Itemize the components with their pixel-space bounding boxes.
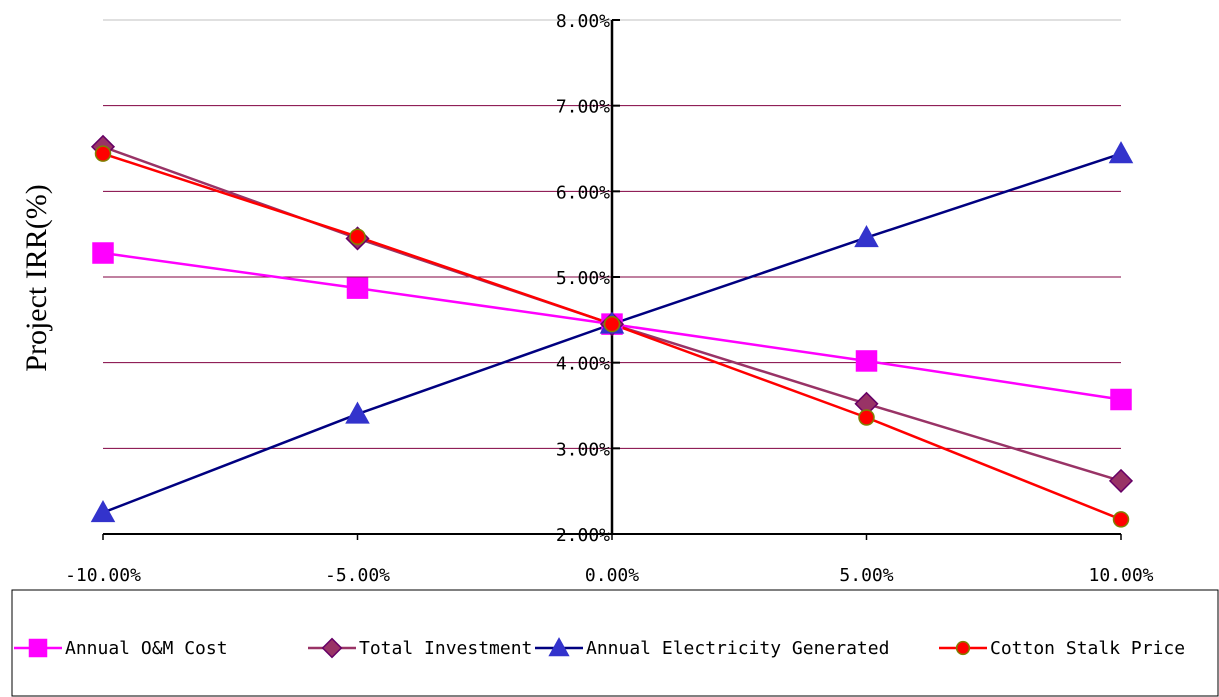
y-tick-label: 3.00% <box>556 439 610 460</box>
data-point <box>855 350 878 372</box>
x-tick-label: -10.00% <box>65 565 141 586</box>
data-point <box>92 242 114 264</box>
axes <box>102 19 1122 540</box>
x-tick-label: -5.00% <box>325 565 390 586</box>
legend: Annual O&M Cost Total Investment Annual El… <box>11 589 1219 697</box>
y-tick-label: 7.00% <box>556 97 610 118</box>
legend-marker <box>28 638 48 658</box>
data-point <box>1110 388 1132 411</box>
data-point <box>858 409 875 426</box>
x-tick-label: 5.00% <box>839 565 893 586</box>
y-tick-label: 8.00% <box>556 11 610 32</box>
data-point <box>603 315 621 333</box>
data-point <box>854 225 879 248</box>
y-tick-label: 6.00% <box>556 182 610 203</box>
y-tick-label: 2.00% <box>556 525 610 546</box>
y-tick-label: 4.00% <box>556 354 610 375</box>
x-tick-label: 0.00% <box>585 565 639 586</box>
x-tick-label: 10.00% <box>1088 565 1153 586</box>
legend-label: Annual Electricity Generated <box>586 638 889 659</box>
data-point <box>1112 511 1130 528</box>
y-tick-label: 5.00% <box>556 268 610 289</box>
data-point <box>1108 468 1134 493</box>
legend-label: Total Investment <box>359 638 532 659</box>
series-markers <box>90 134 1134 528</box>
legend-marker <box>548 637 570 657</box>
data-point <box>90 500 116 523</box>
data-point <box>345 401 370 424</box>
legend-label: Cotton Stalk Price <box>990 638 1185 659</box>
data-point <box>349 228 366 245</box>
data-point <box>346 277 369 299</box>
legend-label: Annual O&M Cost <box>65 638 228 659</box>
tick-labels: 2.00% 3.00% 4.00% 5.00% 6.00% 7.00% 8.00% -10.0… <box>65 11 1154 586</box>
legend-marker <box>955 640 971 656</box>
legend-box <box>11 589 1219 697</box>
y-axis-label: Project IRR(%) <box>20 184 53 371</box>
data-point <box>94 145 112 162</box>
data-point <box>1108 141 1134 164</box>
legend-marker <box>321 637 343 659</box>
